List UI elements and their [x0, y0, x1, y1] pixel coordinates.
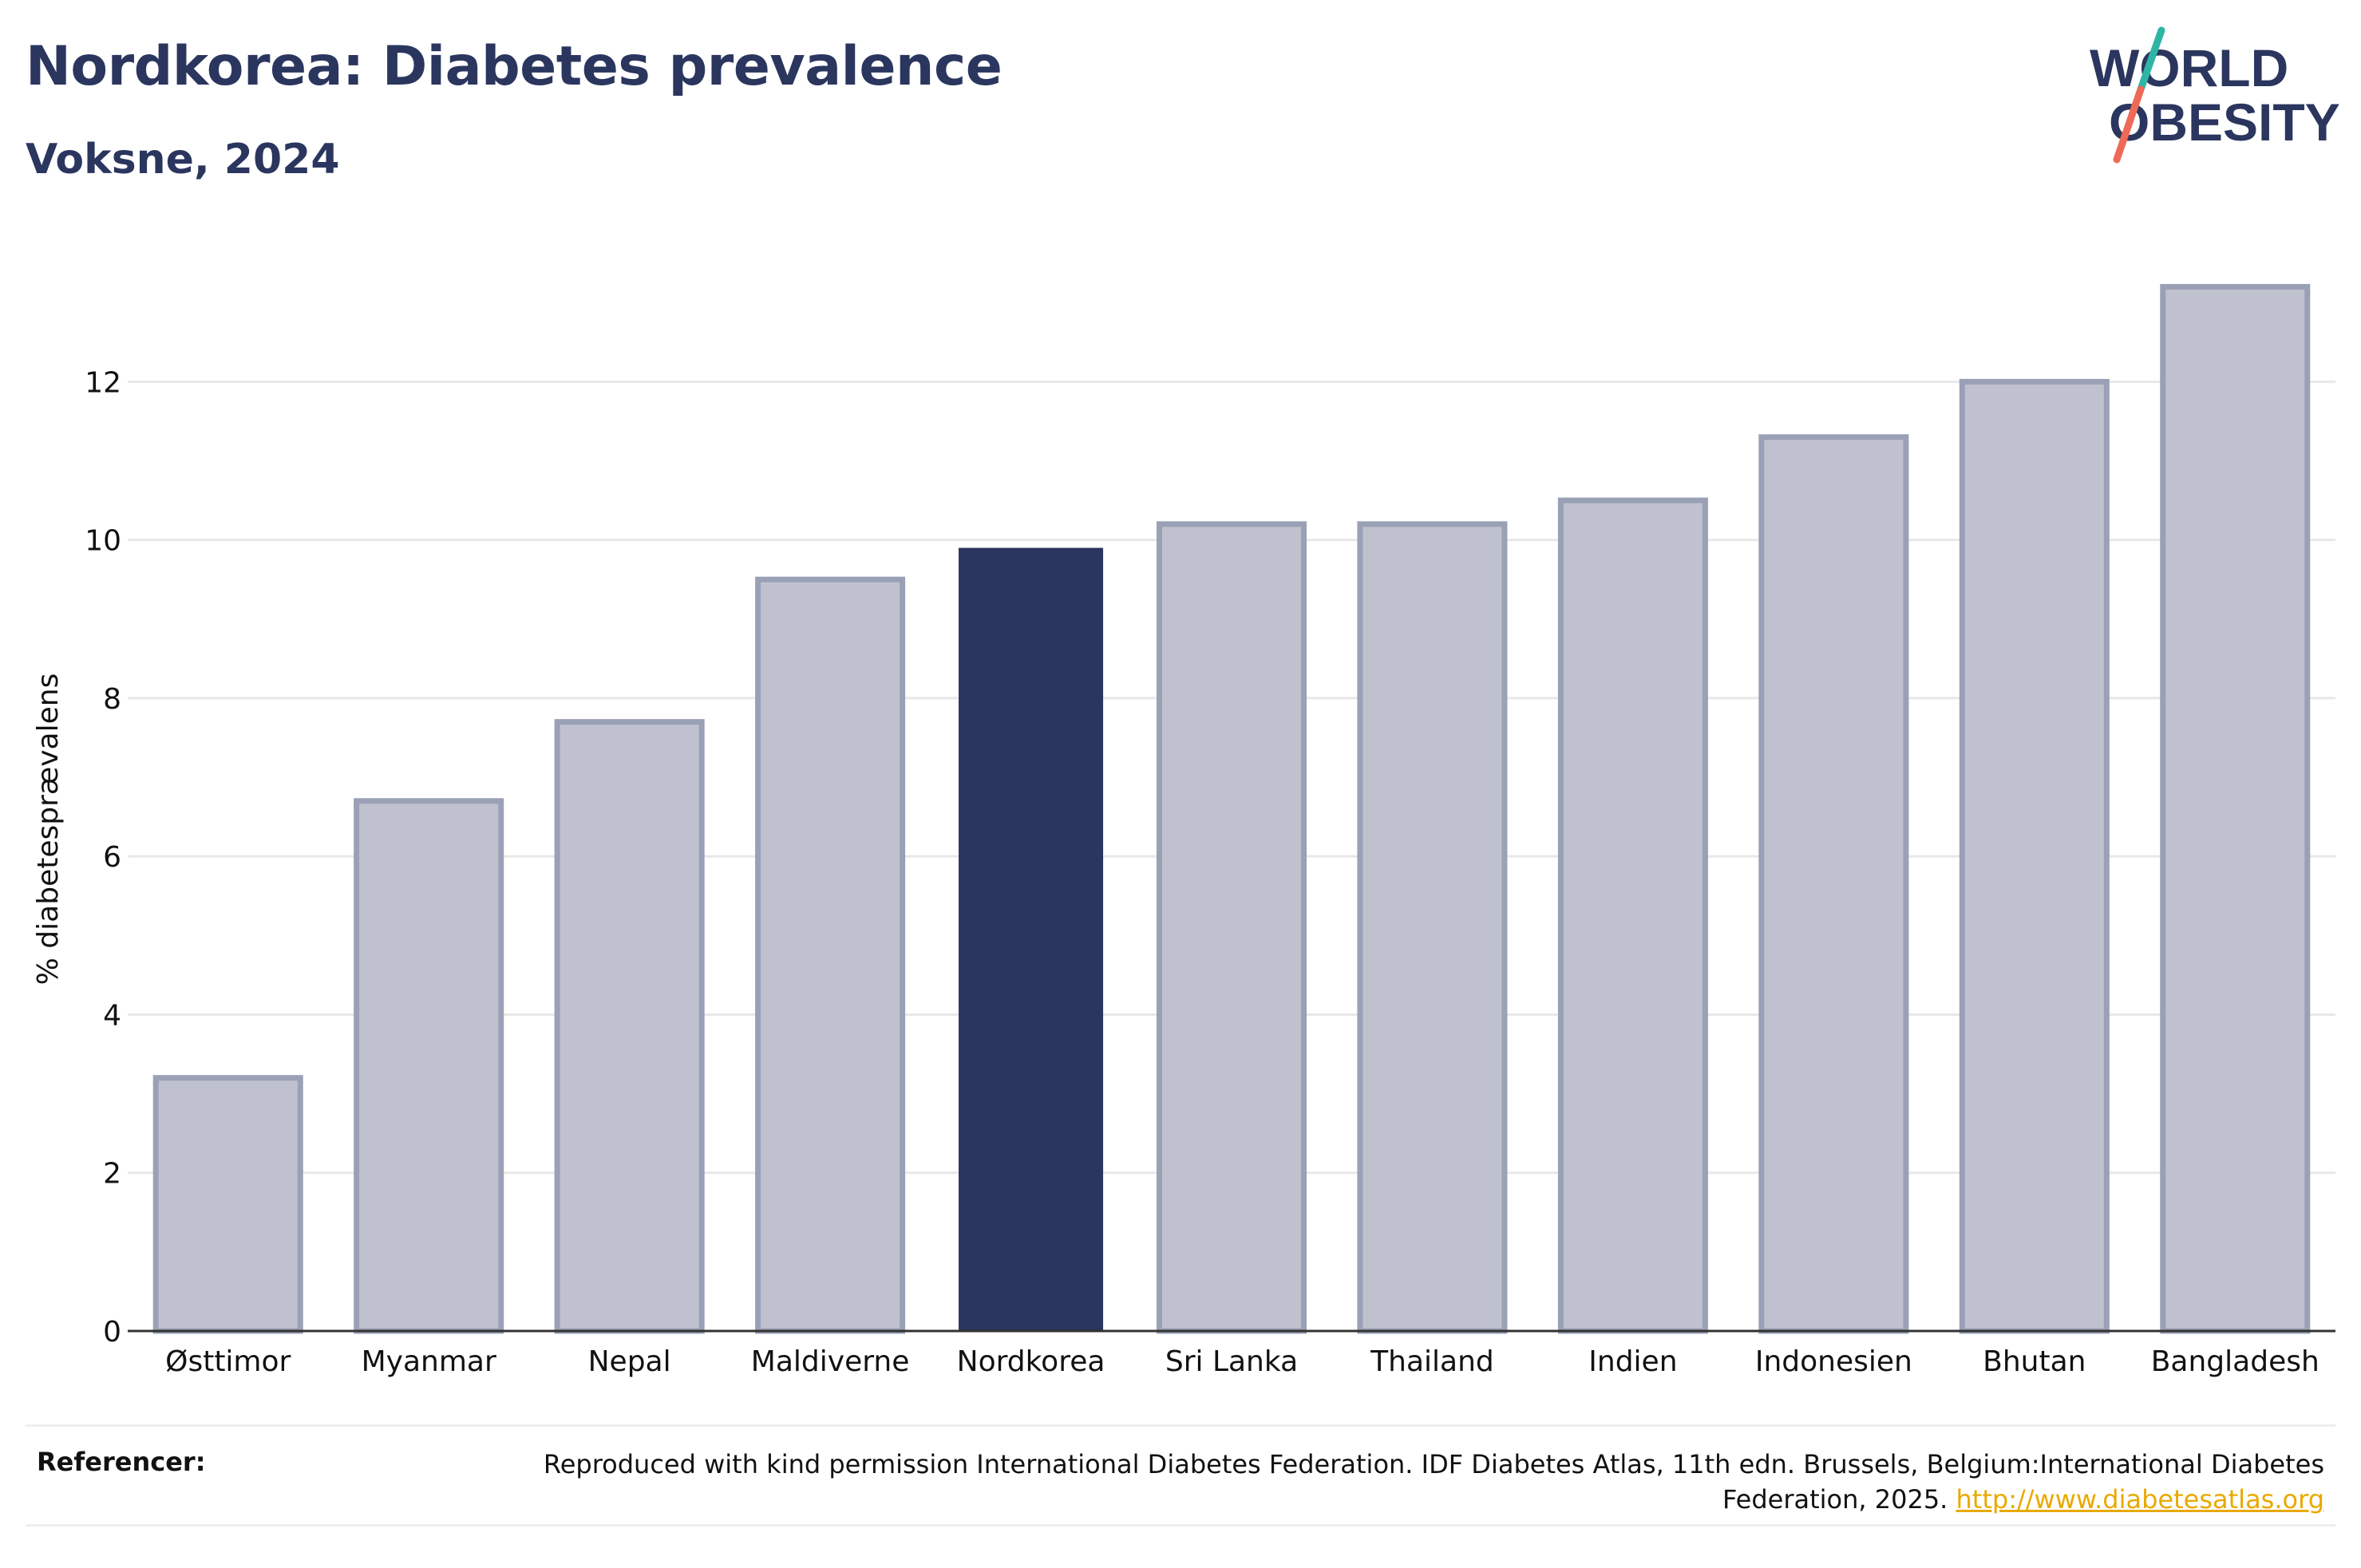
- bar: [554, 719, 705, 1334]
- y-tick-label: 4: [103, 999, 121, 1032]
- x-tick-labels: Østtimor Myanmar Nepal Maldiverne Nordkorea S…: [165, 1345, 2319, 1378]
- logo-slash-top: [2137, 26, 2165, 93]
- chart-title: Nordkorea: Diabetes prevalence: [26, 35, 1003, 98]
- footer-divider-top: [26, 1424, 2335, 1427]
- chart-subtitle: Voksne, 2024: [26, 136, 340, 184]
- y-axis-label: % diabetesprævalens: [32, 673, 65, 985]
- bar: [152, 1075, 303, 1334]
- y-tick-label: 8: [103, 683, 121, 716]
- x-tick-label: Nordkorea: [957, 1345, 1105, 1378]
- bar: [1357, 521, 1508, 1334]
- world-obesity-logo: WORLD OBESITY: [2090, 26, 2340, 164]
- bar: [1557, 497, 1708, 1334]
- x-tick-label: Maldiverne: [751, 1345, 910, 1378]
- bar: [1156, 521, 1307, 1334]
- y-tick-label: 12: [85, 366, 121, 399]
- y-tick-label: 0: [103, 1316, 121, 1349]
- x-tick-label: Indonesien: [1755, 1345, 1912, 1378]
- bar: [1758, 434, 1909, 1334]
- references-link[interactable]: http://www.diabetesatlas.org: [1956, 1484, 2324, 1515]
- y-tick-label: 2: [103, 1158, 121, 1191]
- references-body: Reproduced with kind permission Internat…: [543, 1449, 2324, 1515]
- x-tick-label: Nepal: [588, 1345, 671, 1378]
- bars: [152, 283, 2311, 1334]
- bar: [1959, 378, 2110, 1334]
- x-tick-label: Bhutan: [1983, 1345, 2086, 1378]
- logo-line1: WORLD: [2090, 38, 2288, 97]
- references-text: Reproduced with kind permission Internat…: [488, 1447, 2324, 1517]
- y-tick-label: 6: [103, 841, 121, 874]
- y-tick-label: 10: [85, 525, 121, 558]
- footer-divider-bottom: [26, 1524, 2335, 1527]
- bar: [354, 798, 504, 1334]
- bar-highlighted: [959, 547, 1104, 1331]
- logo-slash-bottom: [2113, 85, 2145, 164]
- references-label: Referencer:: [37, 1447, 206, 1477]
- bar: [2160, 283, 2311, 1334]
- x-tick-label: Thailand: [1370, 1345, 1494, 1378]
- y-tick-labels: 0 2 4 6 8 10 12: [85, 366, 121, 1349]
- x-tick-label: Sri Lanka: [1165, 1345, 1298, 1378]
- logo-line2: OBESITY: [2109, 93, 2340, 152]
- x-tick-label: Bangladesh: [2151, 1345, 2319, 1378]
- x-tick-label: Østtimor: [165, 1345, 291, 1378]
- x-tick-label: Myanmar: [362, 1345, 496, 1378]
- x-tick-label: Indien: [1588, 1345, 1677, 1378]
- bar: [755, 576, 906, 1334]
